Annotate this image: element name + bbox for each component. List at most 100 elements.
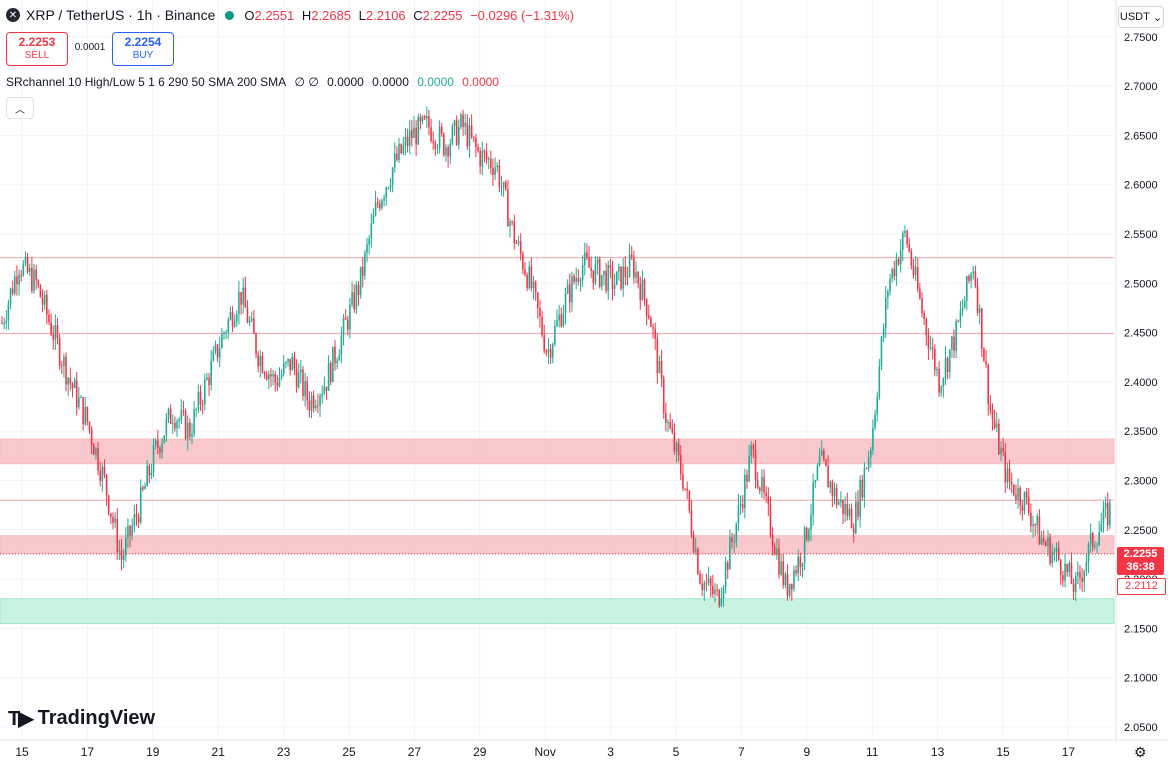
candle-body <box>628 254 631 277</box>
candle-body <box>58 337 61 366</box>
candle-body <box>20 274 23 276</box>
candle-body <box>54 325 57 340</box>
candle-body <box>127 525 129 538</box>
indicator-legend[interactable]: SRchannel 10 High/Low 5 1 6 290 50 SMA 2… <box>6 75 499 89</box>
candle-body <box>477 146 479 151</box>
candle-body <box>180 410 183 420</box>
candle-body <box>97 447 99 471</box>
settings-gear-icon[interactable]: ⚙ <box>1134 744 1147 760</box>
chevron-down-icon: ⌄ <box>1149 11 1163 24</box>
candle-body <box>402 144 405 154</box>
candle-body <box>601 275 603 287</box>
buy-button[interactable]: 2.2254 BUY <box>112 32 174 66</box>
candle-body <box>756 479 759 488</box>
candle-body <box>729 537 731 570</box>
candle-body <box>208 377 210 386</box>
candle-body <box>411 130 413 139</box>
candle-body <box>667 421 669 423</box>
collapse-legend-button[interactable]: ︿ <box>6 97 34 119</box>
candle-body <box>1015 494 1017 500</box>
candle-body <box>650 317 652 327</box>
candle-body <box>842 499 844 515</box>
tradingview-logo[interactable]: T▶ TradingView <box>8 706 155 731</box>
candle-body <box>238 291 240 315</box>
candle-body <box>184 411 187 439</box>
candle-body <box>308 400 311 411</box>
currency-selector[interactable]: USDT ⌄ <box>1118 6 1164 28</box>
candle-body <box>261 355 264 373</box>
candle-body <box>934 348 936 370</box>
candle-body <box>750 445 753 456</box>
candle-body <box>122 555 125 560</box>
ohlc-readout: O2.2551 H2.2685 L2.2106 C2.2255 −0.0296 … <box>244 7 575 23</box>
candle-body <box>688 490 691 511</box>
symbol-title[interactable]: XRP / TetherUS · 1h · Binance <box>26 7 216 23</box>
candle-body <box>748 455 750 482</box>
candle-body <box>310 395 313 411</box>
indicator-name: SRchannel 10 High/Low 5 1 6 290 50 SMA 2… <box>6 75 287 89</box>
candle-body <box>142 487 144 490</box>
candle-body <box>931 347 934 349</box>
candle-body <box>524 269 526 275</box>
candle-body <box>120 550 123 560</box>
market-open-icon <box>225 10 235 20</box>
y-tick-label: 2.1500 <box>1124 623 1158 635</box>
candle-body <box>910 251 913 266</box>
candle-body <box>1066 563 1068 573</box>
candle-body <box>731 537 733 542</box>
candle-body <box>987 364 989 405</box>
candle-body <box>596 259 599 264</box>
candle-body <box>379 203 381 209</box>
candle-body <box>351 292 353 305</box>
candle-body <box>780 561 782 575</box>
sell-button[interactable]: 2.2253 SELL <box>6 32 68 66</box>
candle-body <box>323 386 326 394</box>
candle-body <box>1079 572 1081 579</box>
candle-body <box>857 501 859 517</box>
candle-body <box>635 271 637 278</box>
candle-body <box>816 465 819 481</box>
candle-body <box>675 443 678 452</box>
y-tick-label: 2.3000 <box>1124 476 1158 488</box>
candle-body <box>671 428 674 433</box>
candle-body <box>381 200 383 209</box>
candle-body <box>778 548 780 575</box>
candle-body <box>462 114 464 127</box>
candle-body <box>248 320 251 323</box>
candle-body <box>46 294 48 315</box>
candle-body <box>741 504 744 508</box>
candle-body <box>581 264 584 281</box>
candle-body <box>680 455 682 475</box>
candle-body <box>1040 538 1043 545</box>
candle-body <box>1000 447 1002 455</box>
candle-body <box>904 230 906 233</box>
candle-body <box>41 297 44 305</box>
candle-body <box>436 147 439 149</box>
candle-body <box>449 143 452 157</box>
candle-body <box>417 116 420 145</box>
candle-body <box>948 349 951 373</box>
y-tick-label: 2.4500 <box>1124 328 1158 340</box>
candle-body <box>583 252 586 265</box>
candle-body <box>265 374 268 380</box>
candle-body <box>536 292 539 309</box>
candle-body <box>961 308 964 311</box>
candle-body <box>959 310 962 321</box>
candle-body <box>686 488 689 491</box>
close-x-icon[interactable]: ✕ <box>6 8 20 22</box>
candle-body <box>393 153 396 168</box>
candle-body <box>116 518 119 552</box>
candle-body <box>270 374 272 377</box>
candle-body <box>541 316 543 336</box>
candle-body <box>859 479 861 517</box>
candle-body <box>660 360 663 379</box>
candle-body <box>921 298 923 313</box>
candle-body <box>445 147 447 155</box>
candle-body <box>182 410 185 412</box>
candle-body <box>942 378 945 387</box>
candle-body <box>451 125 454 144</box>
candle-body <box>613 284 616 289</box>
candle-body <box>1010 481 1013 485</box>
candle-body <box>169 408 172 424</box>
